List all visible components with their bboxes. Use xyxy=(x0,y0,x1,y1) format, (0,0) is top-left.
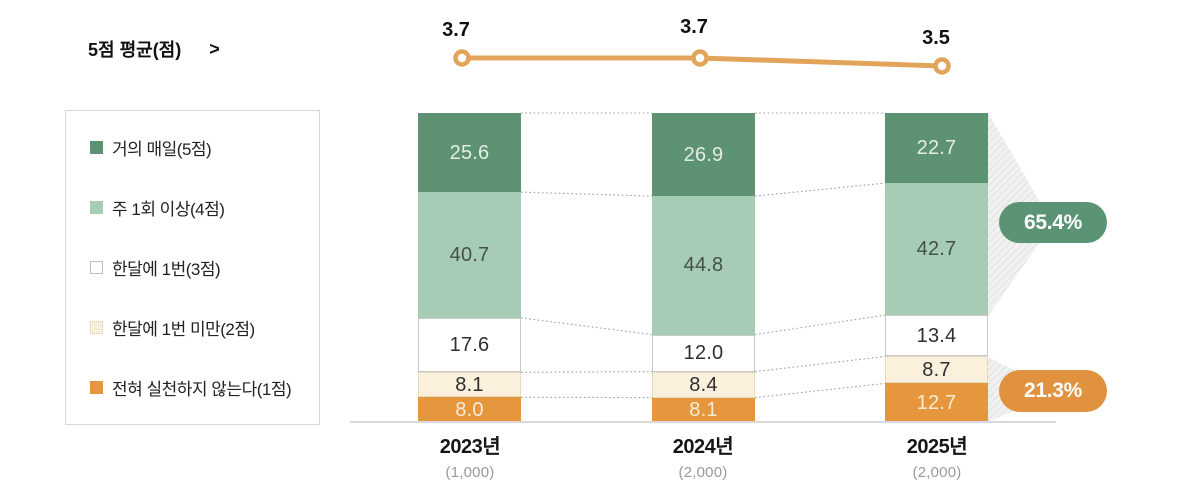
legend-swatch-cream xyxy=(90,321,103,335)
bar-segment: 12.0 xyxy=(652,334,755,372)
connector-dotted-line xyxy=(754,314,886,336)
line-value-label: 3.5 xyxy=(922,27,950,49)
bar-segment: 44.8 xyxy=(652,196,755,335)
bar-segment-value: 26.9 xyxy=(683,143,724,166)
x-axis-sample-size: (2,000) xyxy=(912,464,962,481)
legend-item-almost-daily: 거의 매일(5점) xyxy=(90,135,309,160)
legend-item-never: 전혀 실천하지 않는다(1점) xyxy=(90,375,309,400)
line-value-label: 3.7 xyxy=(442,19,470,41)
average-line-path xyxy=(459,55,945,69)
x-axis-sample-size: (2,000) xyxy=(678,464,728,481)
bar-segment: 8.1 xyxy=(418,372,521,398)
line-value-label: 3.7 xyxy=(680,16,708,38)
bar-segment-value: 8.7 xyxy=(922,358,951,381)
legend-item-label: 한달에 1번(3점) xyxy=(112,259,221,279)
x-axis-year-label: 2025년 xyxy=(906,436,968,458)
bar-segment: 12.7 xyxy=(885,383,988,423)
bar-segment: 13.4 xyxy=(885,315,988,357)
legend-item-label: 전혀 실천하지 않는다(1점) xyxy=(112,380,292,400)
x-axis-sample-size: (1,000) xyxy=(445,464,495,481)
bar-segment-value: 25.6 xyxy=(449,141,490,164)
bar-segment-value: 40.7 xyxy=(449,243,490,266)
average-line xyxy=(453,49,951,75)
bar-segment-value: 13.4 xyxy=(916,324,957,347)
connector-dotted-line xyxy=(754,382,886,399)
bar-segment: 8.0 xyxy=(418,397,521,422)
bar-segment: 40.7 xyxy=(418,192,521,318)
bar-segment-value: 8.0 xyxy=(455,398,484,421)
bar-segment: 26.9 xyxy=(652,113,755,197)
x-axis-group-2024: 2024년 (2,000) xyxy=(628,430,778,481)
average-line-marker xyxy=(453,49,471,67)
legend-item-label: 한달에 1번 미만(2점) xyxy=(112,320,255,340)
connector-dotted-line xyxy=(520,317,653,336)
bar-segment: 42.7 xyxy=(885,183,988,316)
legend: 거의 매일(5점) 주 1회 이상(4점) 한달에 1번(3점) 한달에 1번 … xyxy=(65,110,320,425)
line-series-title-label: 5점 평균(점) xyxy=(88,40,182,60)
legend-item-label: 거의 매일(5점) xyxy=(112,139,212,159)
bar-segment-value: 8.1 xyxy=(689,399,718,422)
bar-segment-value: 22.7 xyxy=(916,137,957,160)
line-series-title: 5점 평균(점) > xyxy=(88,36,220,62)
connector-dotted-line xyxy=(754,182,886,197)
legend-item-once-a-month: 한달에 1번(3점) xyxy=(90,255,309,280)
bar-segment-value: 44.8 xyxy=(683,254,724,277)
bar-segment: 8.7 xyxy=(885,356,988,384)
chevron-right-icon: > xyxy=(209,38,220,59)
x-axis-year-label: 2024년 xyxy=(672,436,734,458)
x-axis-line xyxy=(350,421,1056,423)
connector-dotted-line xyxy=(520,191,653,197)
x-axis-year-label: 2023년 xyxy=(439,436,501,458)
average-line-marker xyxy=(691,49,709,67)
bar-segment-value: 12.0 xyxy=(683,342,724,365)
bar-segment: 25.6 xyxy=(418,113,521,193)
legend-swatch-orange xyxy=(90,381,103,395)
bar-segment-value: 8.4 xyxy=(689,373,718,396)
legend-item-label: 주 1회 이상(4점) xyxy=(112,199,225,219)
badge-top-two-share: 65.4% xyxy=(999,202,1107,243)
legend-swatch-white xyxy=(90,260,103,274)
connector-dotted-line xyxy=(754,355,886,373)
bar-segment: 17.6 xyxy=(418,317,521,373)
legend-item-less-than-monthly: 한달에 1번 미만(2점) xyxy=(90,315,309,340)
connector-dotted-line xyxy=(520,371,653,373)
bar-segment-value: 8.1 xyxy=(455,373,484,396)
x-axis-group-2023: 2023년 (1,000) xyxy=(395,430,545,481)
legend-item-weekly-or-more: 주 1회 이상(4점) xyxy=(90,195,309,220)
badge-bottom-two-share: 21.3% xyxy=(999,370,1107,412)
x-axis-group-2025: 2025년 (2,000) xyxy=(862,430,1012,481)
average-line-marker xyxy=(933,57,951,75)
bar-segment-value: 17.6 xyxy=(449,334,490,357)
bar-segment-value: 12.7 xyxy=(916,391,957,414)
bar-segment: 22.7 xyxy=(885,113,988,184)
bar-segment: 8.1 xyxy=(652,397,755,423)
bar-segment: 8.4 xyxy=(652,371,755,398)
bar-segment-value: 42.7 xyxy=(916,238,957,261)
legend-swatch-dark-green xyxy=(90,140,103,154)
legend-swatch-light-green xyxy=(90,200,103,214)
